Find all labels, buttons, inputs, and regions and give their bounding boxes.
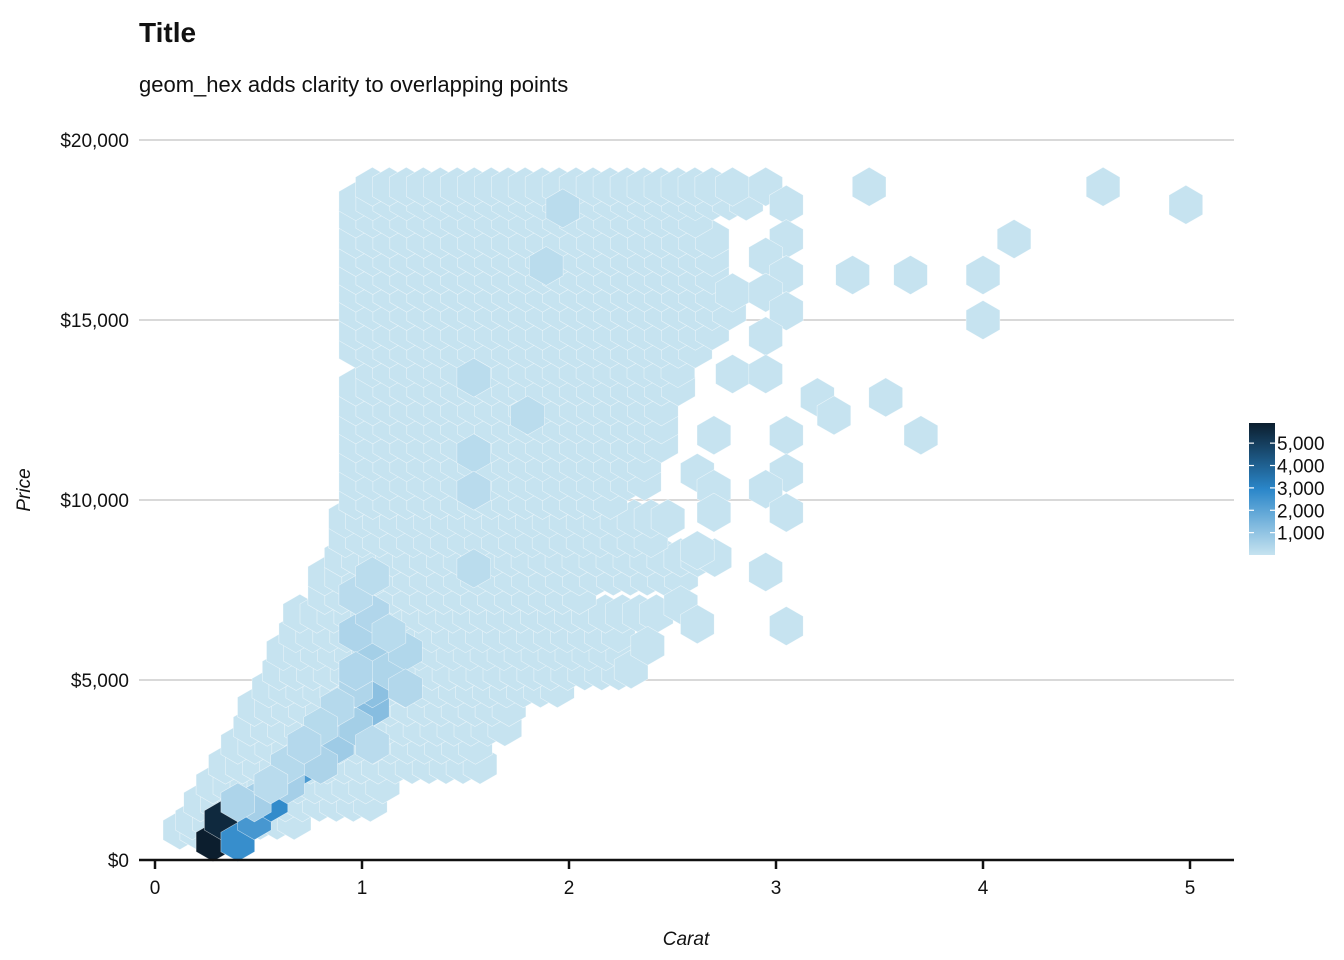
hex-bin bbox=[835, 255, 870, 295]
hex-bin bbox=[650, 498, 686, 539]
chart-subtitle: geom_hex adds clarity to overlapping poi… bbox=[139, 72, 568, 97]
legend-label: 5,000 bbox=[1277, 434, 1325, 455]
hex-bin bbox=[355, 556, 390, 597]
hex-bin bbox=[680, 530, 715, 571]
hex-bin bbox=[388, 668, 423, 709]
hex-bin bbox=[510, 395, 545, 436]
legend-label: 2,000 bbox=[1277, 501, 1325, 522]
hex-bin bbox=[528, 246, 564, 286]
y-tick-label: $5,000 bbox=[71, 671, 129, 692]
hex-bin bbox=[769, 492, 804, 533]
hex-bin bbox=[1085, 166, 1121, 207]
hex-bin bbox=[1168, 184, 1203, 225]
hex-bin bbox=[456, 470, 492, 511]
y-tick-label: $10,000 bbox=[60, 491, 129, 512]
y-tick-label: $0 bbox=[108, 851, 129, 872]
hex-bin bbox=[630, 625, 665, 666]
hex-bin bbox=[816, 395, 852, 436]
legend-label: 3,000 bbox=[1277, 479, 1325, 500]
legend-label: 1,000 bbox=[1277, 524, 1325, 545]
hex-bin bbox=[253, 764, 289, 805]
x-tick-label: 3 bbox=[771, 878, 782, 899]
hex-bin bbox=[696, 492, 732, 533]
hex-bin bbox=[355, 724, 390, 765]
chart-title: Title bbox=[139, 17, 196, 48]
hex-bin bbox=[868, 377, 903, 418]
hex-bin bbox=[903, 415, 939, 456]
hex-bin bbox=[748, 552, 783, 592]
hex-bin bbox=[748, 469, 783, 510]
hex-bin bbox=[545, 188, 581, 229]
hex-bin bbox=[680, 604, 715, 645]
y-axis-title: Price bbox=[14, 468, 35, 511]
hex-bin bbox=[456, 357, 492, 398]
hex-bin bbox=[769, 415, 804, 456]
hex-bin bbox=[996, 219, 1032, 259]
x-tick-label: 1 bbox=[357, 878, 368, 899]
y-tick-label: $20,000 bbox=[60, 131, 129, 152]
hexbin-layer bbox=[162, 166, 1203, 862]
x-tick-label: 2 bbox=[564, 878, 575, 899]
x-tick-label: 0 bbox=[150, 878, 161, 899]
x-axis-title: Carat bbox=[663, 929, 710, 950]
hex-bin bbox=[851, 166, 887, 207]
hex-bin bbox=[715, 354, 750, 394]
hex-bin bbox=[893, 255, 928, 295]
hex-bin bbox=[696, 415, 732, 456]
y-tick-label: $15,000 bbox=[60, 311, 129, 332]
hex-bin bbox=[338, 651, 374, 691]
hex-bin bbox=[769, 291, 804, 331]
hex-bin bbox=[286, 724, 322, 765]
hex-bin bbox=[456, 548, 492, 589]
x-axis: 0 1 2 3 4 5 bbox=[150, 860, 1196, 899]
legend-label: 4,000 bbox=[1277, 457, 1325, 478]
hex-bin bbox=[769, 606, 804, 646]
hex-bin bbox=[371, 613, 407, 654]
hex-bin bbox=[965, 300, 1001, 340]
y-axis: $0 $5,000 $10,000 $15,000 $20,000 bbox=[60, 131, 129, 872]
x-tick-label: 4 bbox=[978, 878, 989, 899]
hex-bin bbox=[748, 354, 783, 394]
x-tick-label: 5 bbox=[1185, 878, 1196, 899]
hex-bin bbox=[965, 255, 1001, 295]
